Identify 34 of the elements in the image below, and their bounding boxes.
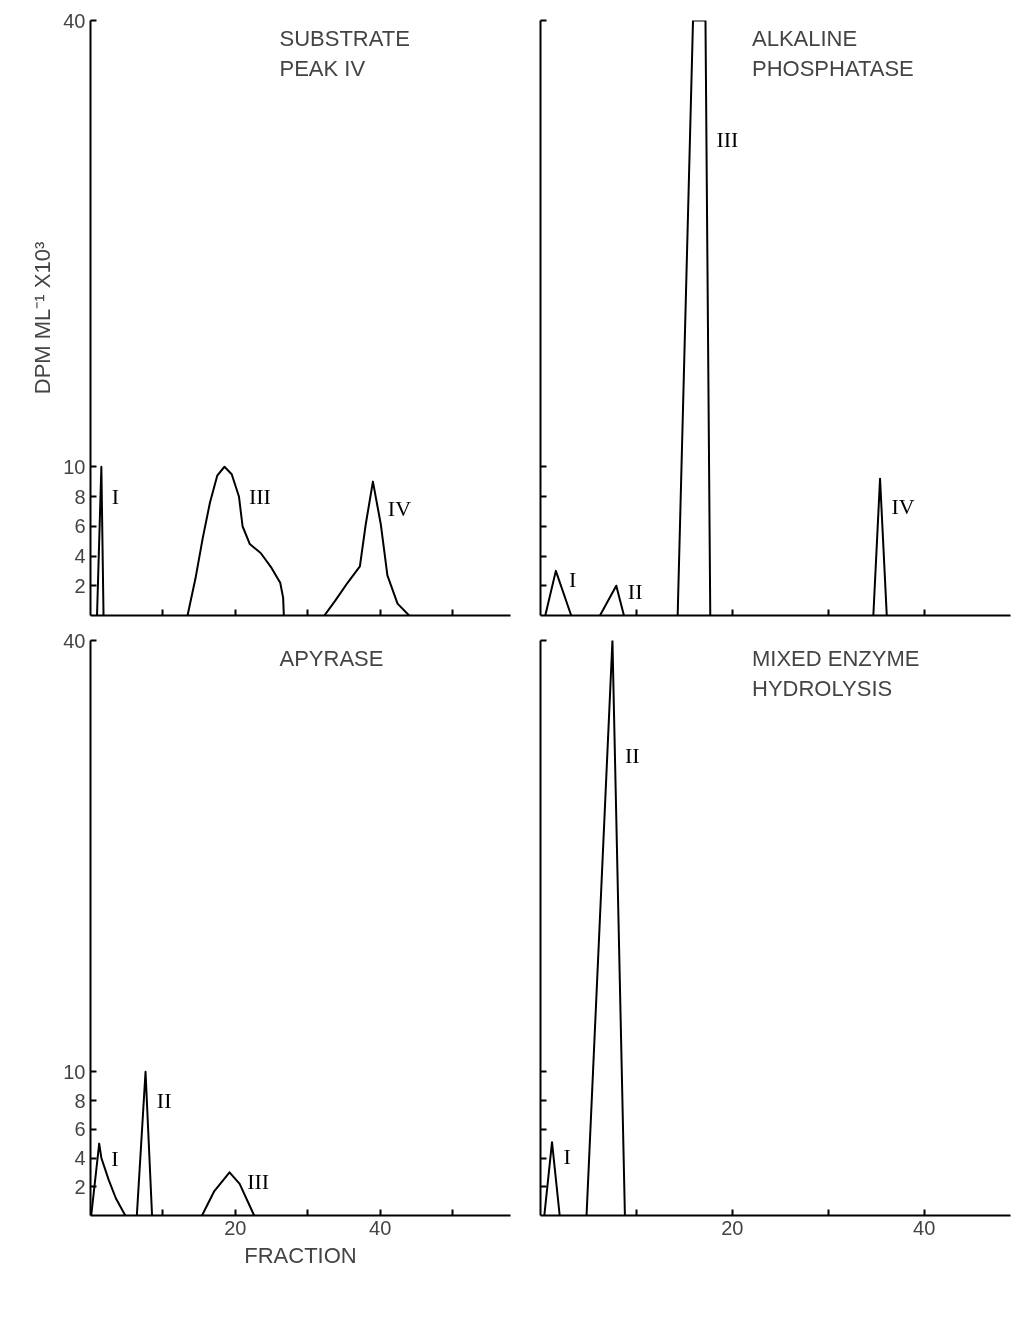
y-axis-title: DPM ML⁻¹ X10³ [30, 241, 56, 395]
x-tick-label: 20 [721, 1216, 744, 1239]
y-tick-label: 4 [74, 545, 86, 567]
series-label: II [156, 1088, 172, 1113]
series-label: I [111, 484, 120, 509]
y-tick-label: 6 [74, 1118, 86, 1141]
series-label: IV [387, 495, 412, 521]
series-label: III [716, 127, 739, 152]
x-tick-label: 20 [224, 1216, 247, 1239]
y-tick-label: 8 [74, 1089, 86, 1112]
x-axis-title: FRACTION [244, 1242, 357, 1268]
y-tick-label: 40 [63, 9, 86, 32]
text: MIXED ENZYME HYDROLYSIS [752, 646, 920, 702]
text: ALKALINE PHOSPHATASE [752, 26, 914, 82]
y-tick-label: 6 [74, 515, 86, 538]
y-tick-label: 10 [63, 1060, 86, 1083]
y-tick-label: 2 [74, 1175, 86, 1198]
y-tick-label: 8 [74, 485, 86, 508]
series-label: III [248, 484, 271, 509]
series-label: II [627, 579, 643, 605]
y-tick-label: 10 [63, 455, 86, 478]
y-tick-label: 4 [74, 1147, 86, 1169]
series-label: II [624, 743, 640, 768]
series-label: I [568, 567, 577, 593]
y-tick-label: 2 [74, 574, 86, 597]
text: SUBSTRATE PEAK IV [279, 26, 410, 82]
y-tick-label: 40 [63, 629, 86, 652]
series-label: I [563, 1144, 571, 1170]
series-label: I [111, 1145, 119, 1171]
x-tick-label: 40 [369, 1216, 392, 1239]
chart-title: APYRASE [279, 646, 384, 672]
series-label: III [247, 1168, 270, 1194]
x-tick-label: 40 [913, 1216, 936, 1239]
series-label: IV [891, 493, 915, 519]
